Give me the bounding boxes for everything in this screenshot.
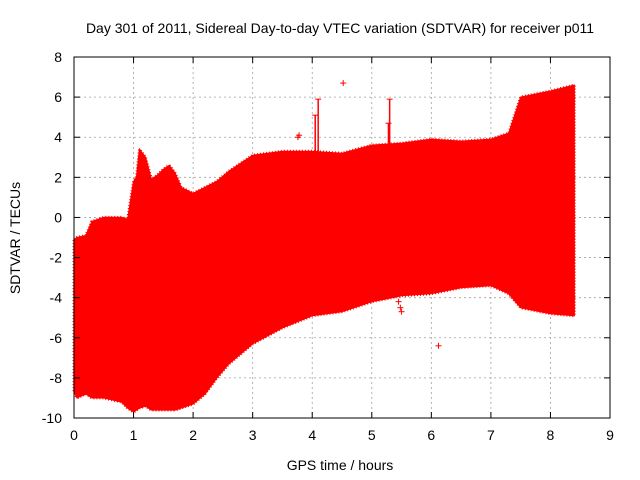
y-tick-label: 8 bbox=[54, 49, 62, 65]
y-tick-label: 0 bbox=[54, 209, 62, 225]
x-tick-label: 0 bbox=[70, 427, 78, 443]
x-tick-label: 5 bbox=[368, 427, 376, 443]
outlier-point bbox=[435, 342, 442, 349]
x-axis-label: GPS time / hours bbox=[287, 457, 394, 473]
outlier-point bbox=[397, 304, 404, 311]
x-tick-label: 9 bbox=[606, 427, 614, 443]
y-tick-label: -2 bbox=[50, 250, 63, 266]
x-tick-label: 8 bbox=[547, 427, 555, 443]
x-tick-label: 4 bbox=[308, 427, 316, 443]
error-band-area bbox=[73, 84, 575, 413]
x-tick-label: 1 bbox=[130, 427, 138, 443]
y-tick-label: -6 bbox=[50, 330, 63, 346]
outlier-point bbox=[395, 298, 402, 305]
x-tick-label: 2 bbox=[189, 427, 197, 443]
outlier-point bbox=[294, 134, 301, 141]
y-tick-label: 4 bbox=[54, 129, 62, 145]
y-tick-label: 6 bbox=[54, 89, 62, 105]
y-tick-label: -4 bbox=[50, 290, 63, 306]
x-tick-label: 7 bbox=[487, 427, 495, 443]
data-series bbox=[72, 80, 576, 414]
x-tick-label: 3 bbox=[249, 427, 257, 443]
outlier-point bbox=[398, 308, 405, 315]
y-tick-label: -10 bbox=[42, 410, 62, 426]
chart-title: Day 301 of 2011, Sidereal Day-to-day VTE… bbox=[86, 20, 594, 36]
axis-ticks: 0 1 2 3 4 5 6 7 8 9 -10 -8 -6 -4 -2 0 2 4 6 8 bbox=[42, 49, 614, 443]
x-tick-label: 6 bbox=[427, 427, 435, 443]
plot-frame bbox=[73, 56, 611, 419]
outlier-point bbox=[340, 80, 347, 87]
y-tick-label: 2 bbox=[54, 169, 62, 185]
y-tick-label: -8 bbox=[50, 370, 63, 386]
y-axis-label: SDTVAR / TECUs bbox=[7, 182, 23, 294]
